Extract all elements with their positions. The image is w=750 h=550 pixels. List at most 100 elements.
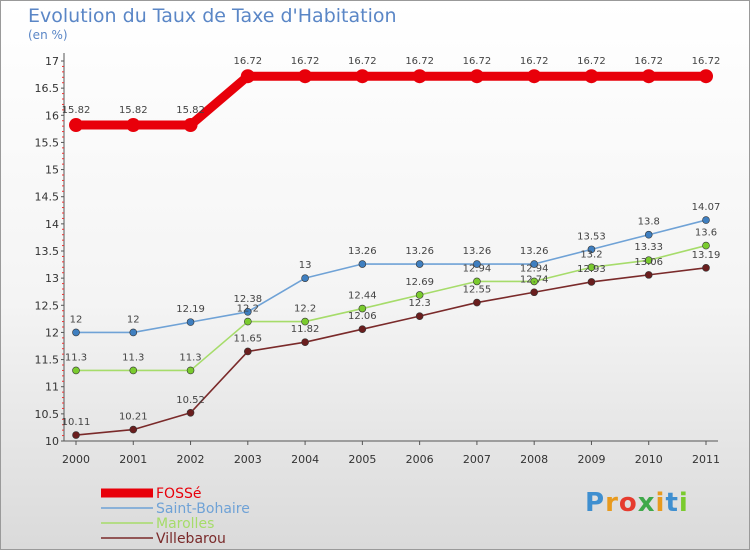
data-point	[186, 366, 195, 375]
data-label: 13.2	[580, 249, 602, 260]
data-label: 16.72	[463, 56, 492, 67]
x-tick-label: 2001	[119, 453, 147, 466]
data-label: 13.26	[463, 246, 492, 257]
data-point	[702, 264, 710, 272]
data-point	[358, 260, 367, 268]
data-point	[469, 69, 484, 84]
data-point	[129, 366, 138, 375]
data-point	[415, 291, 424, 299]
data-point	[644, 256, 653, 265]
legend-label: FOSSé	[156, 486, 201, 502]
data-label: 12.55	[463, 285, 492, 296]
x-tick-label: 2006	[406, 453, 434, 466]
data-label: 16.72	[291, 56, 320, 67]
y-tick-label: 11	[45, 381, 59, 394]
data-label: 12.06	[348, 311, 377, 322]
series-line	[75, 267, 707, 436]
data-point	[358, 304, 367, 313]
data-point	[72, 366, 80, 375]
chart-title: Evolution du Taux de Taxe d'Habitation	[28, 5, 397, 27]
data-label: 16.72	[405, 56, 434, 67]
series-line	[75, 244, 707, 372]
data-label: 12.94	[520, 263, 549, 274]
y-tick-label: 14	[45, 218, 59, 231]
y-tick-label: 17	[45, 55, 59, 68]
x-tick-label: 2009	[577, 453, 605, 466]
data-label: 13.26	[405, 246, 434, 257]
data-label: 12.94	[463, 263, 492, 274]
logo-letter: r	[605, 488, 619, 518]
data-point	[186, 408, 195, 417]
data-label: 11.65	[233, 333, 262, 344]
data-point	[183, 118, 198, 133]
data-point	[644, 230, 653, 239]
data-label: 16.72	[348, 56, 377, 67]
data-label: 12.93	[577, 264, 606, 275]
y-tick-label: 13	[45, 272, 59, 285]
chart-subtitle: (en %)	[28, 28, 68, 42]
data-point	[530, 288, 538, 297]
data-label: 11.82	[291, 324, 320, 335]
data-label: 16.72	[634, 56, 663, 67]
data-point	[587, 245, 596, 254]
y-tick-label: 12	[45, 326, 59, 339]
data-label: 11.3	[65, 352, 87, 363]
data-label: 13.6	[695, 228, 717, 239]
data-label: 14.07	[692, 202, 721, 213]
data-label: 16.72	[692, 56, 721, 67]
data-label: 13.26	[520, 246, 549, 257]
x-tick-label: 2004	[291, 453, 319, 466]
data-point	[412, 69, 427, 84]
legend-label: Saint-Bohaire	[156, 501, 250, 517]
y-tick-label: 10.5	[35, 408, 60, 421]
data-point	[355, 69, 370, 84]
data-point	[587, 263, 596, 272]
x-tick-label: 2008	[520, 453, 548, 466]
data-label: 13.8	[638, 217, 660, 228]
logo-letter: t	[665, 488, 679, 518]
data-point	[527, 69, 542, 84]
data-point	[587, 278, 596, 286]
data-point	[301, 274, 309, 282]
data-point	[244, 317, 252, 326]
legend-label: Marolles	[156, 516, 214, 532]
logo-letter: P	[585, 488, 606, 518]
data-label: 15.82	[176, 105, 205, 116]
data-label: 12.74	[520, 274, 549, 285]
data-point	[415, 260, 424, 268]
data-label: 16.72	[520, 56, 549, 67]
x-tick-label: 2002	[177, 453, 205, 466]
data-point	[240, 69, 255, 84]
data-label: 13	[299, 260, 312, 271]
y-tick-label: 16.5	[35, 82, 60, 95]
x-tick-label: 2005	[348, 453, 376, 466]
data-label: 12.69	[405, 277, 434, 288]
data-point	[530, 260, 538, 268]
data-point	[244, 307, 252, 316]
logo-letter: x	[637, 488, 656, 518]
data-point	[473, 277, 481, 286]
data-point	[129, 328, 138, 337]
data-point	[530, 277, 538, 286]
data-label: 15.82	[62, 105, 91, 116]
y-tick-label: 12.5	[35, 299, 60, 312]
x-tick-label: 2011	[692, 453, 720, 466]
data-label: 12.2	[294, 304, 316, 315]
x-tick-label: 2007	[463, 453, 491, 466]
data-point	[644, 271, 653, 279]
y-tick-label: 15	[45, 164, 59, 177]
series-line	[71, 71, 711, 130]
logo-letter: i	[655, 488, 666, 518]
series-line	[75, 219, 707, 334]
data-label: 16.72	[577, 56, 606, 67]
data-point	[641, 69, 656, 84]
data-point	[584, 69, 599, 84]
data-point	[301, 338, 309, 347]
y-tick-label: 13.5	[35, 245, 60, 258]
data-label: 12.2	[237, 304, 259, 315]
proxiti-logo: Proxiti	[585, 488, 689, 518]
x-tick-label: 2003	[234, 453, 262, 466]
data-label: 12	[127, 314, 140, 325]
y-tick-label: 10	[45, 435, 59, 448]
